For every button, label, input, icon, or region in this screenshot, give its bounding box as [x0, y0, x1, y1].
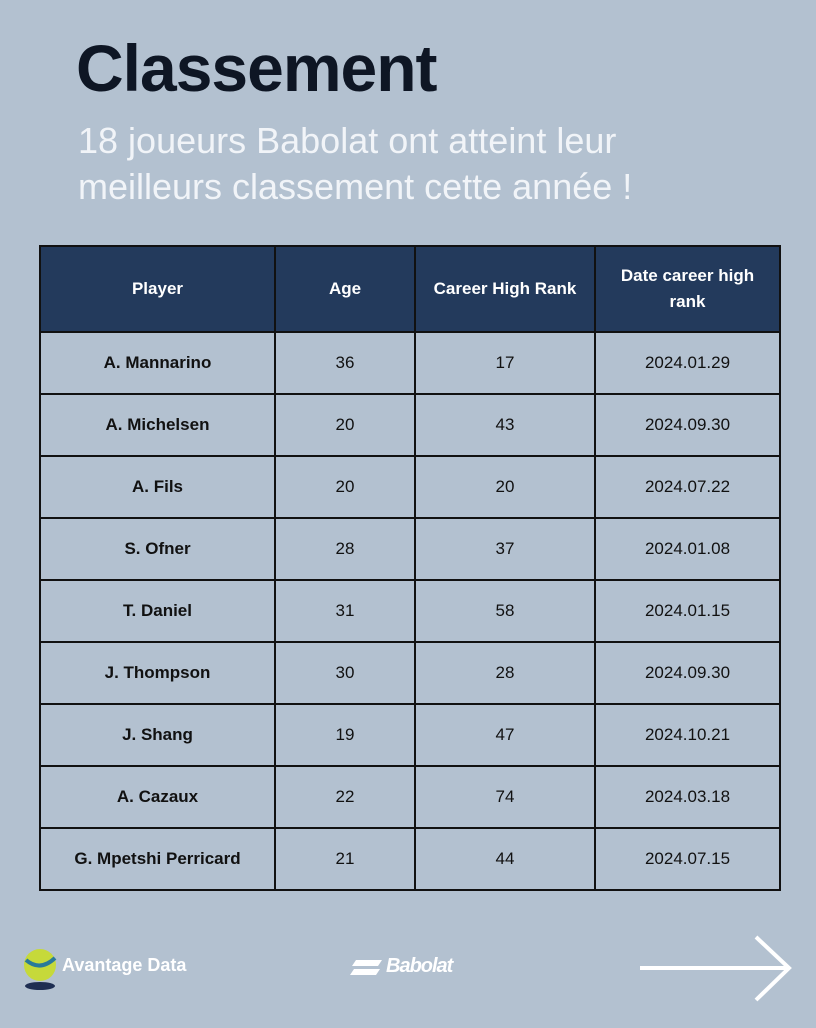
cell: 2024.01.29 — [594, 331, 781, 395]
player-name: J. Thompson — [39, 641, 276, 705]
player-name: A. Michelsen — [39, 393, 276, 457]
column-header: Date career high rank — [594, 245, 781, 333]
cell: 2024.01.15 — [594, 579, 781, 643]
partner-name: Babolat — [386, 955, 453, 977]
cell: 28 — [274, 517, 416, 581]
cell: 2024.03.18 — [594, 765, 781, 829]
table-row: A. Michelsen 20 43 2024.09.30 — [39, 393, 781, 457]
cell: 43 — [414, 393, 596, 457]
cell: 2024.09.30 — [594, 641, 781, 705]
cell: 28 — [414, 641, 596, 705]
cell: 2024.09.30 — [594, 393, 781, 457]
table-row: A. Cazaux 22 74 2024.03.18 — [39, 765, 781, 829]
header-row: Player Age Career High Rank Date career … — [39, 245, 781, 333]
player-name: S. Ofner — [39, 517, 276, 581]
cell: 37 — [414, 517, 596, 581]
table-row: J. Thompson 30 28 2024.09.30 — [39, 641, 781, 705]
cell: 19 — [274, 703, 416, 767]
brand-name: Avantage Data — [62, 955, 187, 975]
cell: 58 — [414, 579, 596, 643]
cell: 2024.07.15 — [594, 827, 781, 891]
brand-logo — [24, 949, 57, 990]
partner-logo-mark — [350, 960, 382, 975]
player-name: J. Shang — [39, 703, 276, 767]
cell: 2024.10.21 — [594, 703, 781, 767]
ranking-table: Player Age Career High Rank Date career … — [39, 245, 781, 891]
column-header: Age — [274, 245, 416, 333]
table-row: G. Mpetshi Perricard 21 44 2024.07.15 — [39, 827, 781, 891]
cell: 30 — [274, 641, 416, 705]
cell: 17 — [414, 331, 596, 395]
table-row: A. Fils 20 20 2024.07.22 — [39, 455, 781, 519]
cell: 2024.07.22 — [594, 455, 781, 519]
player-name: A. Fils — [39, 455, 276, 519]
cell: 20 — [414, 455, 596, 519]
table-row: A. Mannarino 36 17 2024.01.29 — [39, 331, 781, 395]
cell: 31 — [274, 579, 416, 643]
cell: 44 — [414, 827, 596, 891]
cell: 21 — [274, 827, 416, 891]
player-name: A. Mannarino — [39, 331, 276, 395]
table-row: S. Ofner 28 37 2024.01.08 — [39, 517, 781, 581]
cell: 74 — [414, 765, 596, 829]
player-name: A. Cazaux — [39, 765, 276, 829]
cell: 36 — [274, 331, 416, 395]
cell: 20 — [274, 393, 416, 457]
table-body: A. Mannarino 36 17 2024.01.29 A. Michelsen 20… — [39, 331, 781, 891]
player-name: G. Mpetshi Perricard — [39, 827, 276, 891]
next-arrow[interactable] — [636, 934, 796, 1004]
column-header: Player — [39, 245, 276, 333]
cell: 22 — [274, 765, 416, 829]
column-header: Career High Rank — [414, 245, 596, 333]
title: Classement — [76, 31, 438, 105]
subtitle: 18 joueurs Babolat ont atteint leur meil… — [78, 120, 633, 207]
table-row: T. Daniel 31 58 2024.01.15 — [39, 579, 781, 643]
cell: 20 — [274, 455, 416, 519]
cell: 47 — [414, 703, 596, 767]
table-row: J. Shang 19 47 2024.10.21 — [39, 703, 781, 767]
cell: 2024.01.08 — [594, 517, 781, 581]
player-name: T. Daniel — [39, 579, 276, 643]
